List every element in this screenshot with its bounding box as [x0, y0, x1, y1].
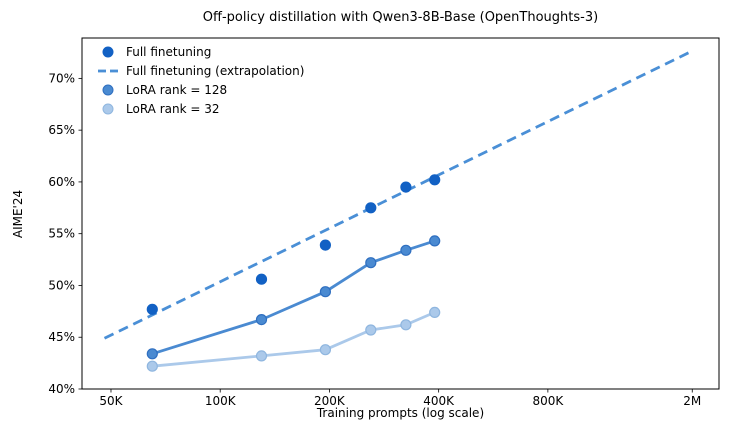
data-point-full-finetuning	[255, 273, 268, 285]
data-point-lora-rank-32	[319, 344, 331, 356]
data-point-lora-rank-128	[255, 314, 268, 326]
data-point-lora-rank-128	[400, 244, 412, 256]
legend-label-lora-rank-32: LoRA rank = 32	[126, 102, 220, 116]
data-point-lora-rank-32	[146, 360, 158, 372]
y-tick-label: 55%	[48, 227, 75, 241]
data-point-lora-rank-32	[429, 306, 441, 318]
chart-title: Off-policy distillation with Qwen3-8B-Ba…	[202, 10, 599, 25]
data-point-lora-rank-32	[255, 350, 268, 362]
legend-dot-marker	[102, 46, 114, 58]
x-tick-label: 800K	[532, 394, 564, 408]
legend-label-full-finetuning-extrapolation: Full finetuning (extrapolation)	[126, 64, 304, 78]
legend-dot-marker	[102, 84, 114, 96]
x-tick-label: 200K	[314, 394, 346, 408]
plot-border	[81, 37, 720, 390]
y-tick-label: 50%	[48, 278, 75, 292]
legend-label-full-finetuning: Full finetuning	[126, 45, 211, 59]
y-tick-label: 45%	[48, 330, 75, 344]
y-tick-label: 65%	[48, 123, 75, 137]
data-point-lora-rank-128	[429, 235, 441, 247]
x-tick-label: 50K	[99, 394, 123, 408]
data-point-full-finetuning	[365, 202, 377, 214]
data-point-full-finetuning	[319, 239, 331, 251]
data-point-full-finetuning	[400, 181, 412, 193]
data-point-full-finetuning	[429, 174, 441, 186]
data-point-lora-rank-32	[400, 319, 412, 331]
x-axis-label: Training prompts (log scale)	[316, 406, 485, 420]
x-tick-label: 100K	[205, 394, 237, 408]
x-tick-label: 2M	[683, 394, 701, 408]
data-point-lora-rank-128	[365, 257, 377, 269]
series-line-full-finetuning-extrapolation	[103, 51, 690, 340]
data-point-lora-rank-128	[319, 286, 331, 298]
series-line-lora-rank-128	[151, 239, 436, 356]
data-point-full-finetuning	[146, 303, 158, 315]
legend-label-lora-rank-128: LoRA rank = 128	[126, 83, 227, 97]
legend-dot-marker	[102, 103, 114, 115]
x-tick-label: 400K	[423, 394, 455, 408]
y-tick-label: 60%	[48, 175, 75, 189]
y-tick-label: 70%	[48, 71, 75, 85]
y-tick-label: 40%	[48, 382, 75, 396]
data-point-lora-rank-32	[365, 324, 377, 336]
data-point-lora-rank-128	[146, 348, 158, 360]
